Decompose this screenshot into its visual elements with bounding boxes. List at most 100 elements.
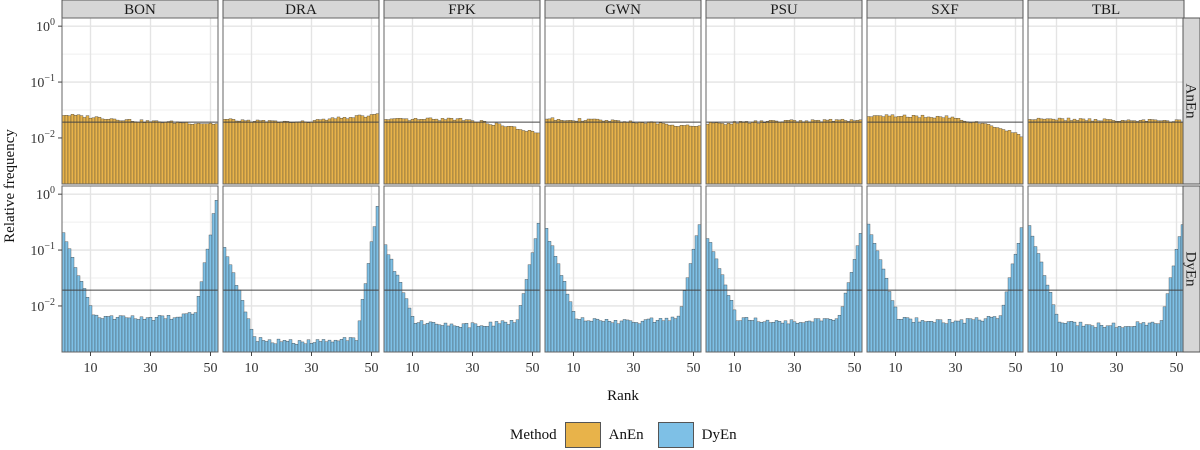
bar-fpk-anen-rank-36 <box>488 124 493 185</box>
bar-bon-anen-rank-40 <box>178 122 183 185</box>
panel-border <box>544 17 702 185</box>
bar-sxf-dyen-rank-36 <box>971 319 976 353</box>
bar-fpk-anen-rank-48 <box>524 131 529 185</box>
bar-bon-anen-rank-23 <box>127 119 132 185</box>
bar-tbl-anen-rank-33 <box>1123 120 1128 185</box>
bar-fpk-anen-rank-35 <box>485 123 490 185</box>
bar-sxf-dyen-rank-51 <box>1016 243 1021 353</box>
bar-sxf-dyen-rank-3 <box>872 243 877 353</box>
bar-bon-anen-rank-6 <box>76 114 81 185</box>
bar-fpk-dyen-rank-46 <box>518 305 523 353</box>
bar-fpk-anen-rank-6 <box>398 118 403 185</box>
bar-bon-dyen-rank-30 <box>148 317 153 353</box>
x-tick-label: 10 <box>406 361 420 376</box>
panel-psu-anen <box>705 17 863 185</box>
bar-tbl-dyen-rank-11 <box>1057 321 1062 353</box>
bar-tbl-dyen-rank-43 <box>1153 323 1158 353</box>
bar-fpk-anen-rank-42 <box>506 126 511 185</box>
panel-sxf-dyen <box>866 185 1024 353</box>
bar-dra-dyen-rank-23 <box>288 339 293 353</box>
bar-psu-anen-rank-25 <box>777 122 782 185</box>
bar-psu-anen-rank-26 <box>780 121 785 185</box>
bar-dra-dyen-rank-31 <box>312 342 317 353</box>
bar-psu-anen-rank-18 <box>756 123 761 185</box>
bar-sxf-anen-rank-46 <box>1001 129 1006 185</box>
y-axis-title: Relative frequency <box>2 129 18 243</box>
bar-bon-anen-rank-11 <box>91 117 96 185</box>
bar-gwn-dyen-rank-26 <box>619 320 624 353</box>
panel-psu-dyen <box>705 185 863 353</box>
legend: Method AnEn DyEn <box>510 420 743 450</box>
x-axis-title: Rank <box>607 388 639 404</box>
bar-fpk-dyen-rank-40 <box>500 320 505 353</box>
bar-gwn-dyen-rank-5 <box>556 263 561 353</box>
bar-fpk-anen-rank-29 <box>467 119 472 185</box>
bar-dra-anen-rank-18 <box>273 120 278 185</box>
bar-bon-dyen-rank-36 <box>166 315 171 353</box>
bar-gwn-anen-rank-22 <box>607 121 612 185</box>
bar-sxf-anen-rank-36 <box>971 122 976 185</box>
bar-fpk-dyen-rank-26 <box>458 327 463 353</box>
bar-psu-dyen-rank-8 <box>726 295 731 353</box>
bar-sxf-anen-rank-38 <box>977 123 982 185</box>
bar-sxf-dyen-rank-23 <box>932 322 937 353</box>
bar-bon-anen-rank-21 <box>121 120 126 185</box>
bar-sxf-dyen-rank-39 <box>980 320 985 353</box>
bar-gwn-dyen-rank-16 <box>589 320 594 353</box>
bar-psu-anen-rank-14 <box>744 121 749 185</box>
bar-fpk-anen-rank-37 <box>491 125 496 185</box>
bar-psu-dyen-rank-14 <box>744 317 749 353</box>
bar-bon-anen-rank-37 <box>169 120 174 185</box>
bar-bon-anen-rank-30 <box>148 121 153 185</box>
bar-sxf-dyen-rank-16 <box>911 322 916 353</box>
bar-gwn-anen-rank-39 <box>658 122 663 185</box>
x-tick-label: 50 <box>848 361 862 376</box>
bar-bon-dyen-rank-39 <box>175 316 180 353</box>
bar-fpk-dyen-rank-9 <box>407 307 412 353</box>
bar-bon-anen-rank-44 <box>190 124 195 185</box>
bar-bon-dyen-rank-2 <box>64 241 69 353</box>
bar-gwn-dyen-rank-12 <box>577 319 582 353</box>
bar-bon-dyen-rank-18 <box>112 319 117 353</box>
bar-gwn-anen-rank-31 <box>634 122 639 185</box>
y-tick-label: 100 <box>36 17 55 35</box>
bar-tbl-anen-rank-20 <box>1084 120 1089 185</box>
bar-dra-anen-rank-46 <box>357 114 362 185</box>
bar-tbl-anen-rank-45 <box>1159 120 1164 185</box>
bar-sxf-dyen-rank-49 <box>1010 263 1015 353</box>
bar-tbl-anen-rank-25 <box>1099 120 1104 185</box>
bar-psu-anen-rank-9 <box>729 123 734 185</box>
legend-item-dyen: DyEn <box>657 422 737 448</box>
bar-gwn-dyen-rank-13 <box>580 317 585 353</box>
bar-tbl-dyen-rank-28 <box>1108 325 1113 353</box>
bar-tbl-dyen-rank-40 <box>1144 324 1149 353</box>
bar-bon-anen-rank-20 <box>118 120 123 185</box>
bar-gwn-dyen-rank-39 <box>658 318 663 353</box>
bar-sxf-anen-rank-32 <box>959 119 964 185</box>
bar-gwn-anen-rank-36 <box>649 121 654 185</box>
bar-bon-dyen-rank-38 <box>172 317 177 353</box>
bar-sxf-anen-rank-15 <box>908 117 913 185</box>
bar-bon-dyen-rank-21 <box>121 315 126 353</box>
bar-psu-dyen-rank-29 <box>789 319 794 353</box>
bar-psu-dyen-rank-44 <box>834 318 839 353</box>
bar-gwn-anen-rank-50 <box>691 126 696 185</box>
bar-bon-dyen-rank-19 <box>115 317 120 353</box>
bar-sxf-anen-rank-28 <box>947 117 952 185</box>
bar-psu-anen-rank-43 <box>831 121 836 185</box>
bar-fpk-dyen-rank-44 <box>512 322 517 353</box>
bar-fpk-dyen-rank-31 <box>473 323 478 353</box>
bar-tbl-anen-rank-34 <box>1126 119 1131 185</box>
bar-bon-anen-rank-27 <box>139 119 144 185</box>
bar-tbl-dyen-rank-5 <box>1039 261 1044 353</box>
bar-tbl-dyen-rank-39 <box>1141 322 1146 353</box>
bar-dra-anen-rank-27 <box>300 120 305 185</box>
bar-dra-anen-rank-16 <box>267 120 272 185</box>
bar-gwn-anen-rank-4 <box>553 120 558 185</box>
facet-label-gwn: GWN <box>605 2 641 18</box>
bar-bon-anen-rank-47 <box>199 123 204 185</box>
bar-tbl-dyen-rank-48 <box>1168 277 1173 353</box>
bar-tbl-anen-rank-48 <box>1168 122 1173 185</box>
bar-dra-dyen-rank-32 <box>315 339 320 353</box>
bar-dra-anen-rank-43 <box>348 117 353 185</box>
